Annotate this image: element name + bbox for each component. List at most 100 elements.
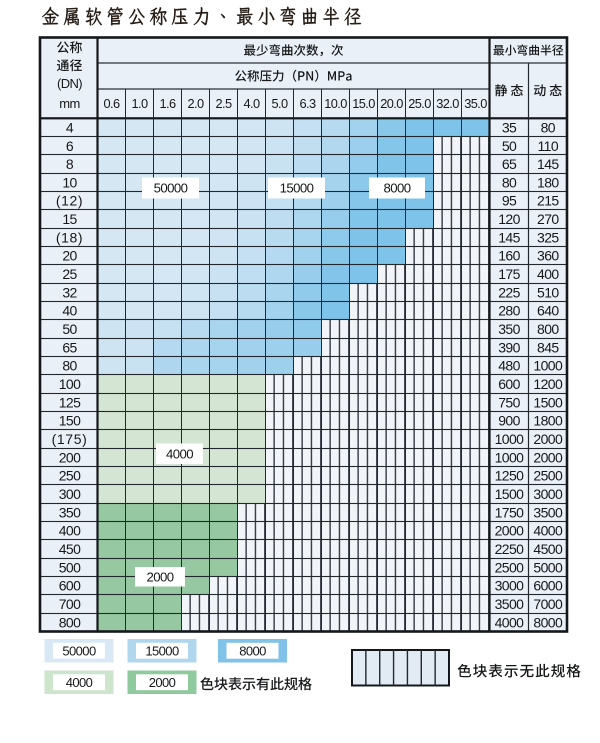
svg-text:15000: 15000 [145, 643, 179, 658]
svg-text:2000: 2000 [495, 523, 525, 539]
svg-text:1200: 1200 [533, 376, 563, 392]
svg-text:25.0: 25.0 [408, 96, 431, 111]
svg-text:1000: 1000 [533, 358, 563, 374]
svg-text:360: 360 [537, 248, 559, 264]
svg-text:300: 300 [59, 486, 81, 502]
svg-text:600: 600 [59, 578, 81, 594]
svg-text:150: 150 [59, 413, 81, 429]
svg-text:1.6: 1.6 [160, 96, 176, 111]
svg-text:50: 50 [62, 321, 77, 337]
svg-text:1000: 1000 [495, 431, 525, 447]
svg-text:2500: 2500 [533, 468, 563, 484]
svg-text:50: 50 [502, 138, 517, 154]
svg-text:1500: 1500 [495, 486, 525, 502]
svg-text:1250: 1250 [495, 468, 525, 484]
svg-text:50000: 50000 [154, 181, 188, 196]
svg-text:(18): (18) [56, 229, 83, 245]
svg-text:2000: 2000 [147, 569, 174, 584]
svg-text:400: 400 [59, 523, 81, 539]
svg-text:6000: 6000 [533, 578, 563, 594]
svg-text:35.0: 35.0 [464, 96, 487, 111]
svg-text:15000: 15000 [280, 181, 314, 196]
svg-text:125: 125 [59, 394, 81, 410]
svg-text:400: 400 [537, 266, 559, 282]
svg-text:50000: 50000 [62, 643, 96, 658]
svg-text:8000: 8000 [384, 181, 411, 196]
svg-text:350: 350 [59, 504, 81, 520]
svg-text:145: 145 [537, 156, 559, 172]
svg-text:3000: 3000 [495, 578, 525, 594]
svg-text:200: 200 [59, 449, 81, 465]
svg-text:2500: 2500 [495, 559, 525, 575]
svg-text:3500: 3500 [495, 596, 525, 612]
svg-text:20.0: 20.0 [380, 96, 403, 111]
svg-text:25: 25 [62, 266, 77, 282]
svg-text:160: 160 [498, 248, 520, 264]
svg-text:4000: 4000 [533, 523, 563, 539]
svg-text:2.0: 2.0 [188, 96, 204, 111]
svg-text:510: 510 [537, 284, 559, 300]
svg-text:480: 480 [498, 358, 520, 374]
svg-text:15.0: 15.0 [352, 96, 375, 111]
svg-text:2000: 2000 [533, 431, 563, 447]
svg-text:640: 640 [537, 303, 559, 319]
svg-text:6.3: 6.3 [300, 96, 316, 111]
svg-text:40: 40 [62, 303, 77, 319]
svg-text:225: 225 [498, 284, 520, 300]
svg-text:95: 95 [502, 193, 517, 209]
svg-text:1750: 1750 [495, 504, 525, 520]
svg-text:750: 750 [498, 394, 520, 410]
svg-text:(12): (12) [56, 193, 83, 209]
svg-text:32.0: 32.0 [436, 96, 459, 111]
svg-text:4000: 4000 [166, 446, 193, 461]
svg-text:390: 390 [498, 339, 520, 355]
svg-text:8000: 8000 [533, 614, 563, 630]
svg-text:280: 280 [498, 303, 520, 319]
svg-text:4: 4 [66, 119, 74, 135]
svg-text:15: 15 [62, 211, 77, 227]
svg-text:20: 20 [62, 248, 77, 264]
svg-text:800: 800 [537, 321, 559, 337]
svg-text:(175): (175) [52, 431, 88, 447]
svg-text:80: 80 [502, 174, 517, 190]
svg-text:4.0: 4.0 [244, 96, 260, 111]
svg-text:1000: 1000 [495, 449, 525, 465]
svg-text:8: 8 [66, 156, 74, 172]
svg-text:450: 450 [59, 541, 81, 557]
svg-text:4000: 4000 [495, 614, 525, 630]
svg-text:800: 800 [59, 614, 81, 630]
svg-text:900: 900 [498, 413, 520, 429]
svg-text:80: 80 [62, 358, 77, 374]
svg-text:100: 100 [59, 376, 81, 392]
svg-text:35: 35 [502, 119, 517, 135]
svg-text:6: 6 [66, 138, 74, 154]
svg-text:5000: 5000 [533, 559, 563, 575]
svg-text:4500: 4500 [533, 541, 563, 557]
svg-text:325: 325 [537, 229, 559, 245]
svg-text:8000: 8000 [239, 643, 266, 658]
svg-text:mm: mm [59, 96, 79, 111]
svg-text:0.6: 0.6 [104, 96, 120, 111]
svg-text:65: 65 [502, 156, 517, 172]
svg-text:250: 250 [59, 468, 81, 484]
svg-text:3000: 3000 [533, 486, 563, 502]
svg-text:120: 120 [498, 211, 520, 227]
svg-text:1500: 1500 [533, 394, 563, 410]
svg-text:10: 10 [62, 174, 77, 190]
svg-text:215: 215 [537, 193, 559, 209]
svg-text:4000: 4000 [66, 675, 93, 690]
svg-text:32: 32 [62, 284, 77, 300]
svg-text:10.0: 10.0 [324, 96, 347, 111]
svg-text:845: 845 [537, 339, 559, 355]
svg-text:110: 110 [538, 138, 559, 154]
svg-text:65: 65 [62, 339, 77, 355]
svg-text:180: 180 [537, 174, 559, 190]
svg-text:1800: 1800 [533, 413, 563, 429]
svg-text:2000: 2000 [533, 449, 563, 465]
svg-text:145: 145 [498, 229, 520, 245]
svg-text:175: 175 [498, 266, 520, 282]
svg-text:700: 700 [59, 596, 81, 612]
svg-text:(DN): (DN) [57, 76, 82, 91]
svg-text:5.0: 5.0 [272, 96, 288, 111]
svg-text:2250: 2250 [495, 541, 525, 557]
